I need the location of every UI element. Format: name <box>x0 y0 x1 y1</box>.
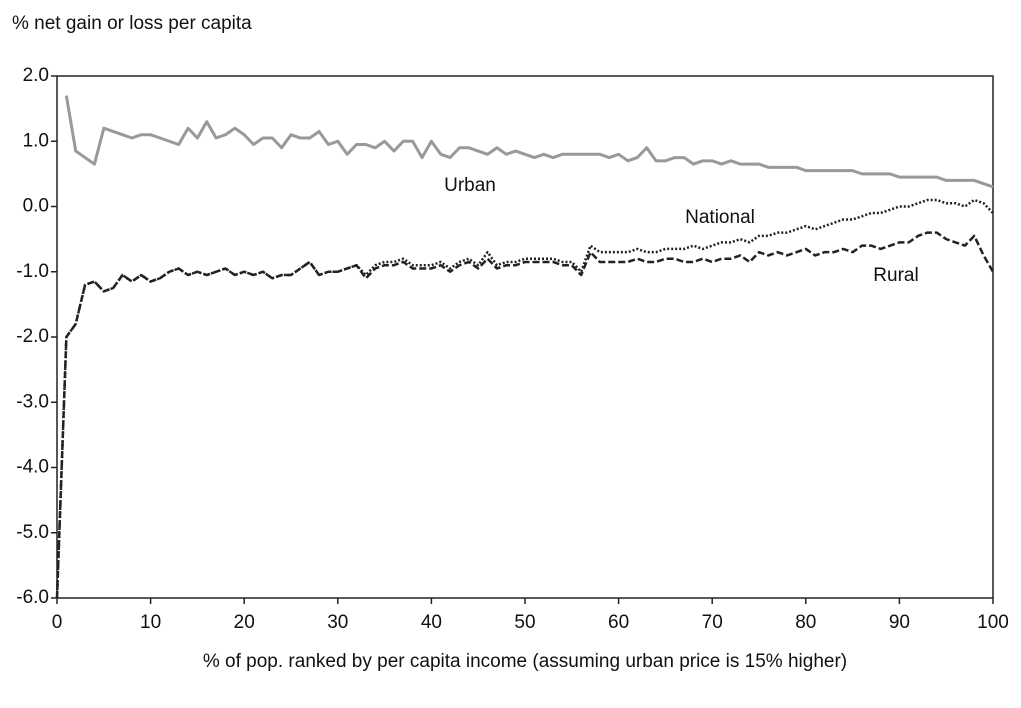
x-tick-label: 60 <box>608 612 629 633</box>
series-line <box>64 95 994 189</box>
x-tick-label: 80 <box>795 612 816 633</box>
y-tick-label: -1.0 <box>16 261 49 282</box>
x-tick-label: 90 <box>889 612 910 633</box>
x-tick-label: 20 <box>234 612 255 633</box>
x-tick-label: 70 <box>702 612 723 633</box>
y-tick-label: -5.0 <box>16 522 49 543</box>
y-tick-label: -6.0 <box>16 587 49 608</box>
series-line <box>55 231 995 599</box>
series-label: Rural <box>873 265 918 286</box>
x-tick-label: 50 <box>514 612 535 633</box>
y-tick-label: -3.0 <box>16 391 49 412</box>
series-line <box>55 198 994 599</box>
y-tick-label: -2.0 <box>16 326 49 347</box>
y-tick-label: 1.0 <box>23 130 49 151</box>
y-tick-label: 2.0 <box>23 65 49 86</box>
x-tick-label: 40 <box>421 612 442 633</box>
x-axis-title: % of pop. ranked by per capita income (a… <box>203 651 847 672</box>
y-tick-label: 0.0 <box>23 196 49 217</box>
y-tick-label: -4.0 <box>16 457 49 478</box>
y-axis-title: % net gain or loss per capita <box>12 13 252 34</box>
x-tick-label: 100 <box>977 612 1009 633</box>
x-tick-label: 10 <box>140 612 161 633</box>
x-tick-label: 0 <box>52 612 63 633</box>
series-label: Urban <box>444 175 496 196</box>
x-tick-label: 30 <box>327 612 348 633</box>
series-label: National <box>685 207 755 228</box>
